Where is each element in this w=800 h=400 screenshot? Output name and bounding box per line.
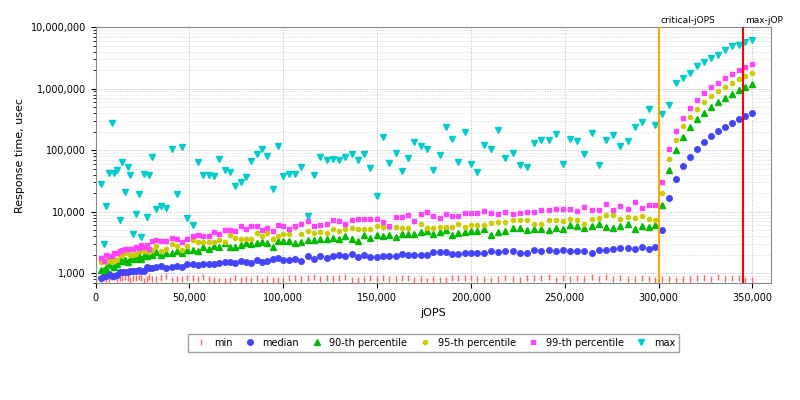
- median: [96, 275, 106, 280]
- min: [162, 273, 171, 278]
- min: [214, 279, 224, 284]
- max: [188, 222, 198, 227]
- min: [284, 276, 294, 281]
- 95-th percentile: [188, 238, 198, 243]
- median: [273, 256, 282, 261]
- median: [241, 259, 250, 264]
- Legend: min, median, 90-th percentile, 95-th percentile, 99-th percentile, max: min, median, 90-th percentile, 95-th per…: [188, 334, 679, 352]
- min: [447, 275, 457, 280]
- 95-th percentile: [657, 191, 666, 196]
- min: [188, 276, 198, 280]
- 95-th percentile: [278, 231, 288, 236]
- 90-th percentile: [246, 242, 256, 247]
- X-axis label: jOPS: jOPS: [421, 308, 446, 318]
- 90-th percentile: [96, 268, 106, 272]
- 90-th percentile: [748, 81, 758, 86]
- 95-th percentile: [96, 260, 106, 264]
- Y-axis label: Response time, usec: Response time, usec: [15, 98, 25, 212]
- 99-th percentile: [96, 255, 106, 260]
- min: [96, 276, 106, 281]
- max: [657, 112, 666, 116]
- 90-th percentile: [657, 202, 666, 207]
- max: [278, 173, 288, 178]
- min: [664, 276, 674, 281]
- 95-th percentile: [441, 224, 450, 229]
- max: [246, 158, 256, 163]
- median: [434, 250, 444, 255]
- Line: median: median: [98, 110, 755, 280]
- median: [136, 269, 146, 274]
- Line: 95-th percentile: 95-th percentile: [99, 71, 754, 264]
- median: [748, 110, 758, 115]
- max: [139, 172, 149, 176]
- min: [748, 277, 758, 282]
- Text: critical-jOPS: critical-jOPS: [661, 16, 715, 24]
- Line: max: max: [98, 36, 756, 248]
- 90-th percentile: [188, 248, 198, 253]
- max: [441, 125, 450, 130]
- 99-th percentile: [99, 259, 109, 264]
- 99-th percentile: [246, 224, 256, 229]
- median: [182, 262, 192, 266]
- Text: max-jOP: max-jOP: [745, 16, 783, 24]
- 90-th percentile: [441, 228, 450, 232]
- max: [96, 182, 106, 186]
- Line: 99-th percentile: 99-th percentile: [99, 62, 754, 263]
- 95-th percentile: [748, 70, 758, 75]
- max: [99, 242, 109, 246]
- 99-th percentile: [188, 234, 198, 239]
- 99-th percentile: [441, 211, 450, 216]
- max: [748, 37, 758, 42]
- 99-th percentile: [278, 223, 288, 228]
- Line: min: min: [98, 273, 755, 284]
- min: [136, 276, 146, 280]
- 90-th percentile: [278, 239, 288, 244]
- 95-th percentile: [246, 237, 256, 242]
- 99-th percentile: [657, 180, 666, 185]
- 90-th percentile: [139, 253, 149, 258]
- 90-th percentile: [99, 268, 109, 272]
- 95-th percentile: [139, 248, 149, 253]
- 99-th percentile: [139, 245, 149, 250]
- Line: 90-th percentile: 90-th percentile: [98, 81, 755, 273]
- median: [650, 244, 660, 249]
- min: [252, 276, 262, 281]
- 95-th percentile: [102, 260, 111, 265]
- 99-th percentile: [748, 62, 758, 66]
